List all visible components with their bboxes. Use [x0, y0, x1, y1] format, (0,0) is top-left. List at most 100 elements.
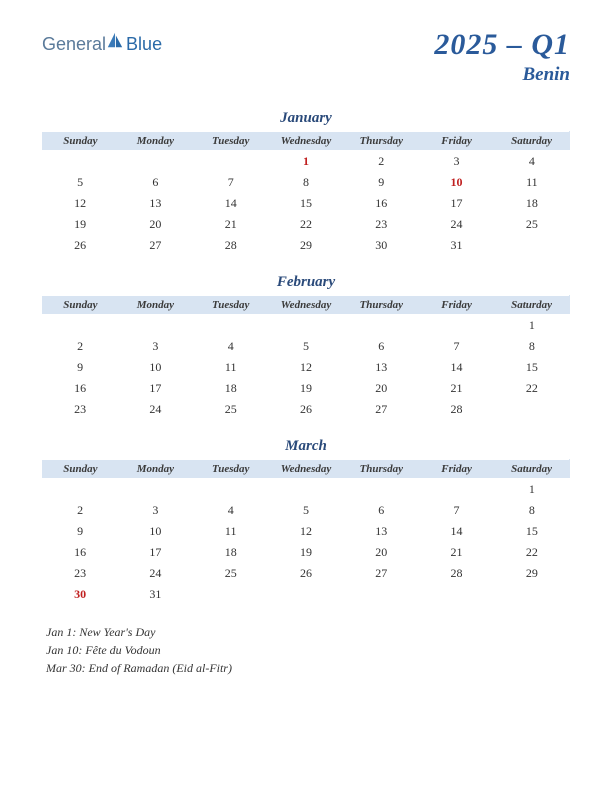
calendar-cell: 30: [344, 235, 419, 256]
calendar-cell: 12: [43, 193, 118, 214]
calendar-cell: 27: [344, 563, 419, 584]
calendar-row: 1234: [43, 151, 570, 173]
calendar-row: 19202122232425: [43, 214, 570, 235]
day-header: Thursday: [344, 460, 419, 479]
calendar-cell: 27: [118, 235, 193, 256]
calendar-cell: 24: [118, 399, 193, 420]
calendar-cell: [118, 315, 193, 337]
calendar-cell: 31: [419, 235, 494, 256]
calendar-cell: 2: [43, 500, 118, 521]
month-name: January: [42, 110, 570, 127]
calendar-cell: 6: [344, 336, 419, 357]
calendar-cell: 5: [268, 336, 343, 357]
calendar-cell: [344, 584, 419, 605]
header: General Blue 2025 – Q1 Benin: [42, 28, 570, 86]
calendar-table: SundayMondayTuesdayWednesdayThursdayFrid…: [42, 295, 570, 420]
calendar-cell: 1: [268, 151, 343, 173]
calendar-cell: 10: [419, 172, 494, 193]
calendar-row: 567891011: [43, 172, 570, 193]
calendar-cell: [118, 151, 193, 173]
day-header: Sunday: [43, 296, 118, 315]
calendar-cell: 2: [43, 336, 118, 357]
logo-text-general: General: [42, 34, 106, 55]
calendar-container: JanuarySundayMondayTuesdayWednesdayThurs…: [42, 110, 570, 605]
calendar-cell: 25: [193, 563, 268, 584]
calendar-cell: 31: [118, 584, 193, 605]
calendar-cell: 21: [193, 214, 268, 235]
calendar-cell: 26: [268, 563, 343, 584]
calendar-cell: [193, 479, 268, 501]
calendar-cell: 23: [43, 399, 118, 420]
calendar-cell: [419, 479, 494, 501]
calendar-row: 12131415161718: [43, 193, 570, 214]
calendar-cell: 6: [118, 172, 193, 193]
calendar-cell: 29: [268, 235, 343, 256]
calendar-cell: [118, 479, 193, 501]
calendar-cell: 7: [419, 500, 494, 521]
day-header: Sunday: [43, 460, 118, 479]
calendar-row: 16171819202122: [43, 542, 570, 563]
calendar-cell: 4: [193, 336, 268, 357]
day-header: Sunday: [43, 132, 118, 151]
month-block: FebruarySundayMondayTuesdayWednesdayThur…: [42, 274, 570, 420]
day-header: Wednesday: [268, 132, 343, 151]
calendar-cell: 17: [118, 542, 193, 563]
calendar-cell: 27: [344, 399, 419, 420]
calendar-cell: 5: [43, 172, 118, 193]
calendar-cell: [494, 235, 569, 256]
calendar-cell: 22: [494, 378, 569, 399]
calendar-cell: 11: [494, 172, 569, 193]
calendar-cell: 22: [494, 542, 569, 563]
calendar-cell: 14: [193, 193, 268, 214]
calendar-cell: [494, 584, 569, 605]
calendar-cell: 17: [118, 378, 193, 399]
calendar-cell: 8: [268, 172, 343, 193]
calendar-cell: 8: [494, 336, 569, 357]
day-header: Thursday: [344, 296, 419, 315]
calendar-cell: 3: [118, 336, 193, 357]
calendar-cell: [193, 584, 268, 605]
day-header: Saturday: [494, 460, 569, 479]
calendar-cell: 8: [494, 500, 569, 521]
calendar-cell: 19: [268, 542, 343, 563]
title-block: 2025 – Q1 Benin: [434, 28, 570, 86]
calendar-cell: 5: [268, 500, 343, 521]
calendar-cell: 7: [193, 172, 268, 193]
month-block: January SundayMondayTuesdayWednesdayThurs…: [42, 110, 570, 256]
calendar-cell: 17: [419, 193, 494, 214]
calendar-cell: 11: [193, 521, 268, 542]
calendar-cell: 14: [419, 357, 494, 378]
calendar-cell: 26: [43, 235, 118, 256]
holiday-note: Jan 1: New Year's Day: [46, 623, 570, 641]
day-header: Tuesday: [193, 132, 268, 151]
quarter-title: 2025 – Q1: [434, 28, 570, 62]
calendar-cell: 4: [193, 500, 268, 521]
day-header: Thursday: [344, 132, 419, 151]
calendar-cell: 21: [419, 542, 494, 563]
calendar-table: SundayMondayTuesdayWednesdayThursdayFrid…: [42, 459, 570, 605]
calendar-cell: 13: [118, 193, 193, 214]
calendar-row: 1: [43, 315, 570, 337]
calendar-cell: 26: [268, 399, 343, 420]
calendar-row: 262728293031: [43, 235, 570, 256]
calendar-row: 232425262728: [43, 399, 570, 420]
calendar-cell: 1: [494, 315, 569, 337]
calendar-cell: 16: [43, 378, 118, 399]
calendar-cell: 20: [118, 214, 193, 235]
holiday-note: Jan 10: Fête du Vodoun: [46, 641, 570, 659]
calendar-cell: [344, 479, 419, 501]
calendar-cell: 15: [494, 357, 569, 378]
calendar-cell: [268, 479, 343, 501]
calendar-cell: 25: [193, 399, 268, 420]
calendar-cell: 3: [419, 151, 494, 173]
logo-text-blue: Blue: [126, 34, 162, 55]
day-header: Monday: [118, 460, 193, 479]
calendar-row: 3031: [43, 584, 570, 605]
logo: General Blue: [42, 34, 162, 55]
day-header: Saturday: [494, 132, 569, 151]
calendar-cell: [193, 315, 268, 337]
day-header: Monday: [118, 132, 193, 151]
day-header: Monday: [118, 296, 193, 315]
calendar-cell: 12: [268, 521, 343, 542]
calendar-cell: 9: [43, 357, 118, 378]
